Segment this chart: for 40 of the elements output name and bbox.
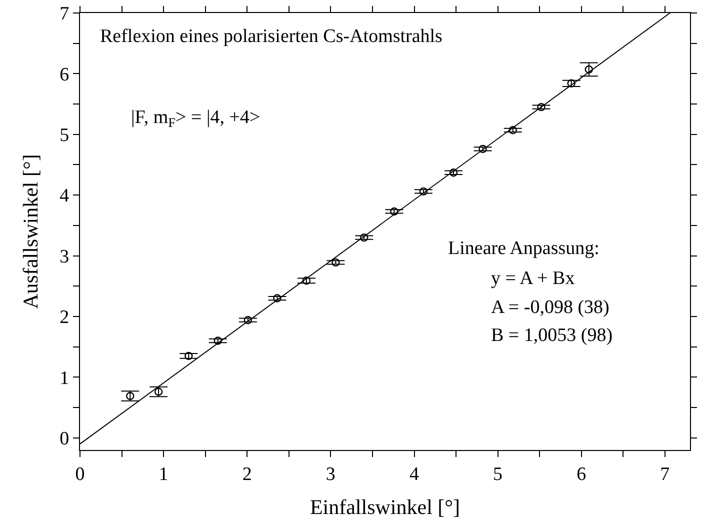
annotation: Reflexion eines polarisierten Cs-Atomstrahls bbox=[100, 26, 442, 47]
x-tick-label: 6 bbox=[576, 464, 586, 485]
x-tick-label: 3 bbox=[326, 464, 336, 485]
x-tick-label: 4 bbox=[410, 464, 420, 485]
annotation: B = 1,0053 (98) bbox=[491, 325, 613, 346]
point bbox=[244, 316, 252, 324]
point bbox=[567, 79, 576, 88]
point bbox=[478, 144, 487, 154]
point bbox=[214, 336, 222, 345]
y-tick-label: 2 bbox=[60, 307, 70, 328]
point bbox=[419, 187, 428, 196]
point bbox=[332, 258, 340, 267]
point bbox=[360, 233, 368, 242]
y-tick-label: 6 bbox=[60, 64, 70, 86]
y-tick-label: 1 bbox=[60, 368, 70, 389]
annotation: A = -0,098 (38) bbox=[491, 297, 610, 318]
y-tick-label: 5 bbox=[60, 125, 70, 146]
point bbox=[154, 388, 163, 396]
x-tick-label: 7 bbox=[660, 464, 670, 485]
point bbox=[126, 392, 134, 400]
point bbox=[508, 126, 517, 134]
x-axis-title: Einfallswinkel [°] bbox=[310, 495, 460, 520]
y-tick-label: 4 bbox=[60, 186, 70, 207]
point bbox=[273, 294, 282, 302]
y-tick-label: 7 bbox=[60, 4, 70, 25]
x-tick-label: 1 bbox=[158, 464, 168, 485]
point bbox=[449, 168, 458, 177]
x-tick-label: 2 bbox=[242, 464, 252, 485]
point bbox=[302, 276, 311, 285]
y-axis-title: Ausfallswinkel [°] bbox=[18, 154, 43, 309]
point bbox=[184, 352, 193, 360]
annotation: y = A + Bx bbox=[491, 268, 576, 289]
point bbox=[537, 102, 546, 112]
x-tick-label: 5 bbox=[493, 464, 503, 485]
annotation: Lineare Anpassung: bbox=[448, 238, 600, 259]
y-tick-label: 0 bbox=[60, 428, 70, 450]
annotation: |F, m$_{F}$> = |4, +4> bbox=[131, 107, 260, 130]
x-tick-label: 0 bbox=[75, 464, 85, 485]
point bbox=[390, 207, 398, 216]
y-tick-label: 3 bbox=[60, 246, 70, 268]
